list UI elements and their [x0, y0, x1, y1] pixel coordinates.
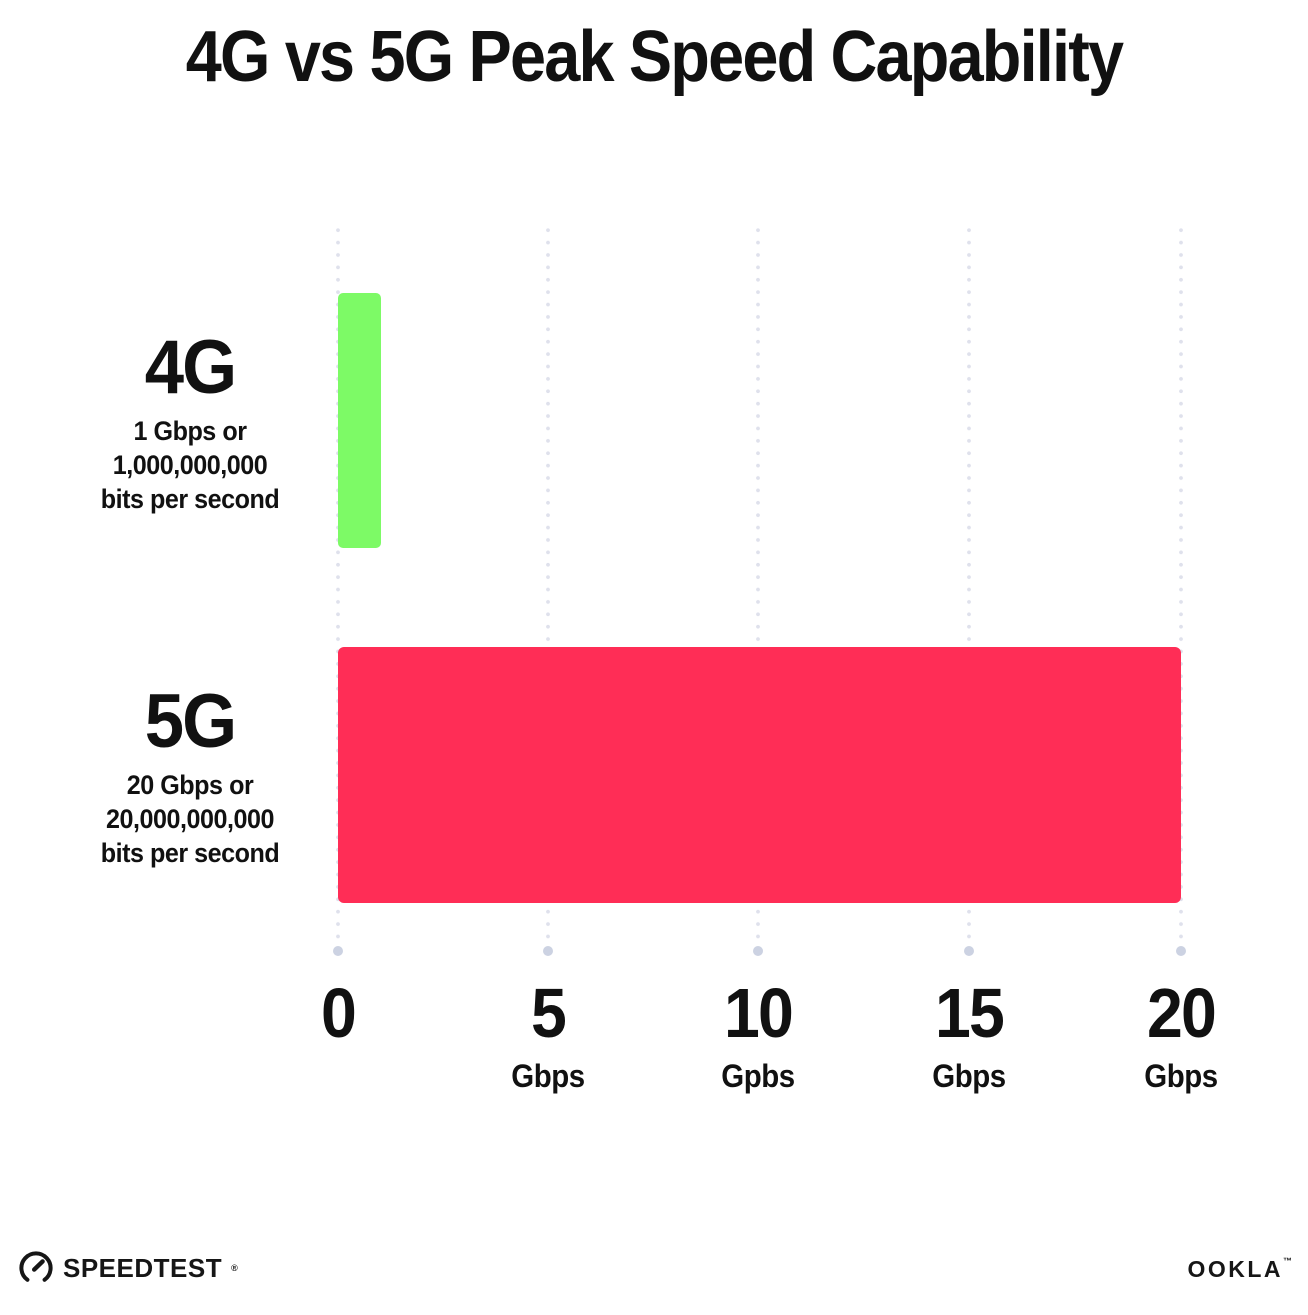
- x-tick-5-unit: Gbps: [511, 1058, 585, 1094]
- x-tick-5: 5 Gbps: [438, 978, 659, 1092]
- row-heading-5g: 5G: [144, 679, 237, 764]
- x-tick-0: 0: [228, 978, 449, 1092]
- ookla-wordmark: OOKLA: [1187, 1256, 1283, 1282]
- gridline-15gbps: [967, 224, 971, 948]
- row-heading-4g: 4G: [144, 325, 237, 410]
- x-tick-10-unit: Gpbs: [721, 1058, 795, 1094]
- x-tick-5-value: 5: [531, 974, 567, 1052]
- x-tick-20: 20 Gbps: [1071, 978, 1292, 1092]
- row-sub-4g-line2: 1,000,000,000: [112, 450, 268, 480]
- ookla-trademark-symbol: ™: [1283, 1256, 1292, 1266]
- gridline-0gbps: [336, 224, 340, 948]
- speedtest-logo: SPEEDTEST ®: [18, 1250, 238, 1286]
- row-label-4g: 4G 1 Gbps or 1,000,000,000 bits per seco…: [41, 330, 339, 516]
- speedtest-trademark-symbol: ®: [231, 1263, 238, 1273]
- x-tick-15: 15 Gbps: [859, 978, 1080, 1092]
- x-tick-0-value: 0: [321, 974, 357, 1052]
- row-sub-5g-line1: 20 Gbps or: [126, 770, 254, 800]
- row-sub-5g-line2: 20,000,000,000: [105, 804, 275, 834]
- row-label-5g: 5G 20 Gbps or 20,000,000,000 bits per se…: [41, 684, 339, 870]
- row-sub-5g-line3: bits per second: [100, 838, 280, 868]
- row-sub-4g-line3: bits per second: [100, 484, 280, 514]
- bar-4g: [338, 293, 381, 548]
- x-tick-20-value: 20: [1147, 974, 1217, 1052]
- x-tick-15-value: 15: [935, 974, 1005, 1052]
- x-tick-0-unit: [228, 1060, 449, 1092]
- x-tick-20-unit: Gbps: [1144, 1058, 1218, 1094]
- speedtest-wordmark: SPEEDTEST: [63, 1252, 223, 1283]
- gridline-5gbps: [546, 224, 550, 948]
- gridline-20gbps: [1179, 224, 1183, 948]
- x-tick-15-unit: Gbps: [932, 1058, 1006, 1094]
- chart-title: 4G vs 5G Peak Speed Capability: [185, 17, 1124, 97]
- gridline-10gbps: [756, 224, 760, 948]
- x-tick-10-value: 10: [724, 974, 794, 1052]
- ookla-logo: OOKLA ™: [1187, 1256, 1292, 1283]
- x-tick-10: 10 Gpbs: [648, 978, 869, 1092]
- bar-5g: [338, 647, 1181, 903]
- speedtest-gauge-icon: [18, 1250, 54, 1286]
- row-sub-4g-line1: 1 Gbps or: [133, 416, 247, 446]
